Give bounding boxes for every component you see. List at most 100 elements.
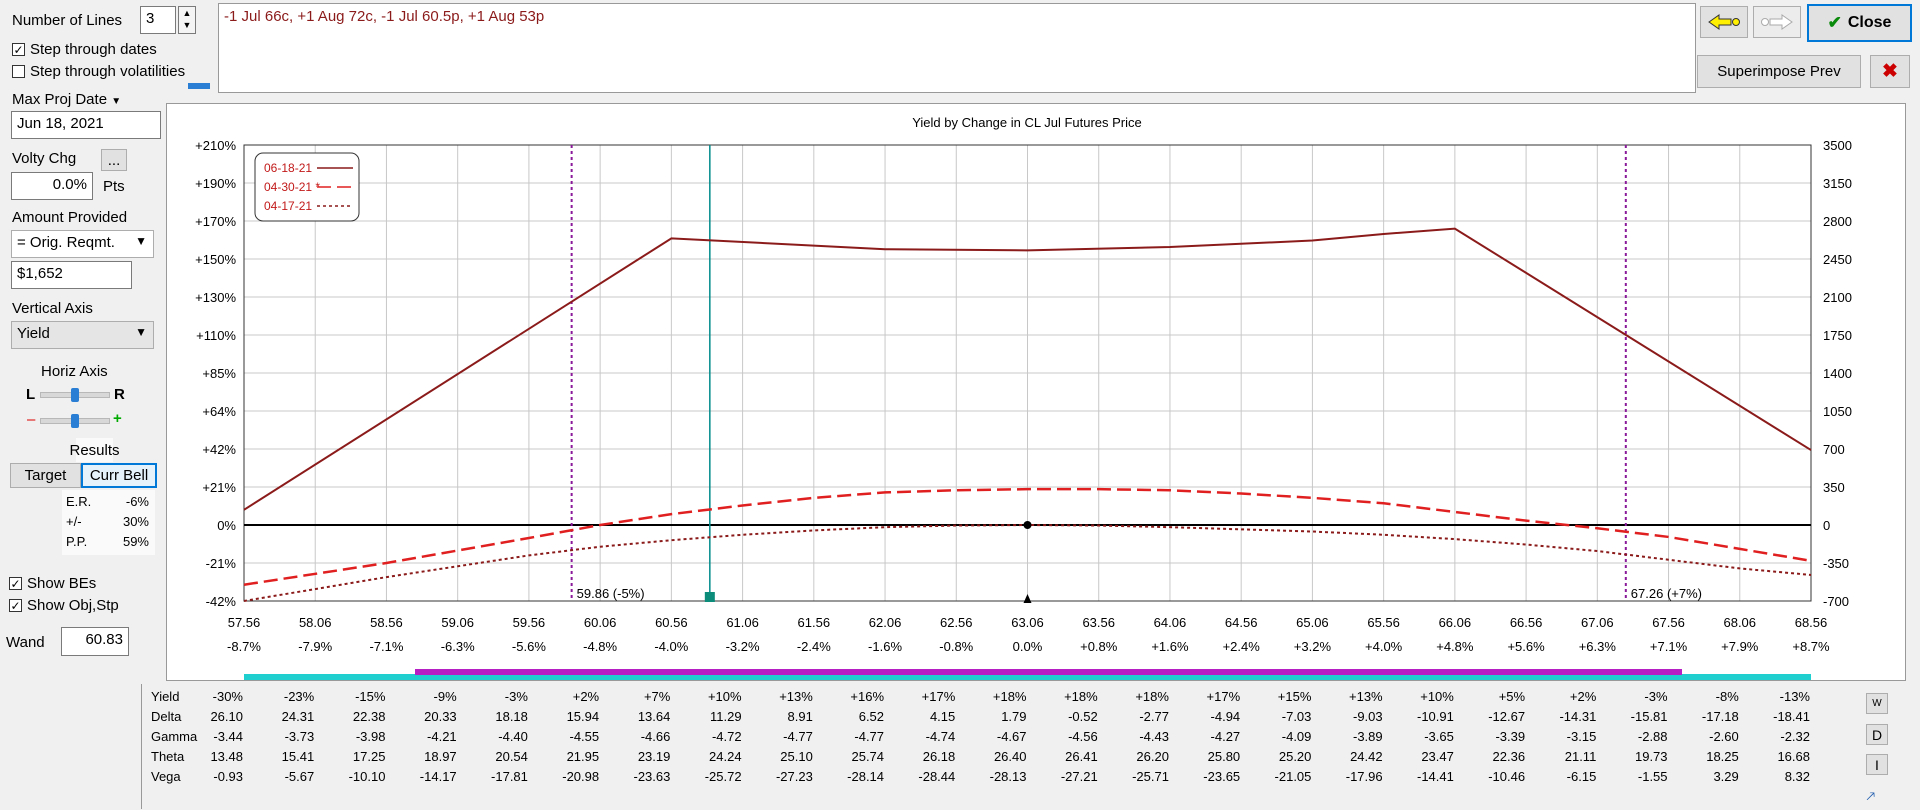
wand-marker bbox=[704, 592, 715, 602]
greeks-cell: -9.03 bbox=[1352, 709, 1383, 724]
step-vols-checkbox[interactable]: Step through volatilities bbox=[12, 63, 185, 80]
greeks-cell: 6.52 bbox=[858, 709, 885, 724]
horiz-axis-label: Horiz Axis bbox=[41, 363, 108, 380]
x-tick-label: 68.56 bbox=[1795, 615, 1828, 630]
greeks-cell: +2% bbox=[1569, 689, 1597, 704]
number-of-lines-input[interactable]: 3 bbox=[140, 6, 176, 34]
greeks-cell: -17.81 bbox=[491, 769, 528, 784]
greeks-cell: -2.60 bbox=[1709, 729, 1739, 744]
current-price-marker bbox=[1023, 594, 1032, 603]
y-right-tick-label: 1750 bbox=[1823, 328, 1852, 343]
x-tick-label: 63.06 bbox=[1011, 615, 1044, 630]
greeks-cell: 8.32 bbox=[1784, 769, 1810, 784]
strategy-textarea[interactable]: -1 Jul 66c, +1 Aug 72c, -1 Jul 60.5p, +1… bbox=[218, 3, 1696, 93]
wand-label: Wand bbox=[6, 634, 45, 651]
greeks-cell: -4.55 bbox=[569, 729, 600, 744]
max-proj-date-input[interactable]: Jun 18, 2021 bbox=[11, 111, 161, 139]
chart-title: Yield by Change in CL Jul Futures Price bbox=[912, 115, 1142, 130]
y-left-tick-label: +21% bbox=[202, 480, 236, 495]
x-pct-tick-label: +4.0% bbox=[1365, 639, 1403, 654]
greeks-cell: 13.64 bbox=[637, 709, 671, 724]
x-pct-tick-label: -1.6% bbox=[868, 639, 902, 654]
x-pct-tick-label: -2.4% bbox=[797, 639, 831, 654]
x-tick-label: 68.06 bbox=[1723, 615, 1756, 630]
greeks-cell: 19.73 bbox=[1634, 749, 1668, 764]
table-i-button[interactable]: I bbox=[1866, 754, 1888, 775]
x-pct-tick-label: -5.6% bbox=[512, 639, 546, 654]
small-slider-indicator[interactable] bbox=[188, 83, 210, 89]
greeks-cell: -28.13 bbox=[989, 769, 1027, 784]
curr-bell-button[interactable]: Curr Bell bbox=[81, 463, 157, 488]
horiz-zoom-slider[interactable] bbox=[40, 414, 110, 428]
greeks-cell: -3% bbox=[504, 689, 528, 704]
checkbox-unchecked-icon bbox=[12, 65, 25, 78]
greeks-cell: 26.40 bbox=[993, 749, 1027, 764]
horiz-l-label: L bbox=[26, 386, 36, 403]
chart-panel[interactable]: Yield by Change in CL Jul Futures Price 5… bbox=[166, 103, 1906, 681]
y-left-tick-label: -21% bbox=[206, 556, 237, 571]
step-dates-checkbox[interactable]: ✓ Step through dates bbox=[12, 41, 157, 58]
greeks-cell: -4.09 bbox=[1281, 729, 1312, 744]
x-pct-tick-label: +0.8% bbox=[1080, 639, 1118, 654]
table-d-button[interactable]: D bbox=[1866, 724, 1888, 745]
delete-x-button[interactable]: ✖ bbox=[1870, 55, 1910, 88]
amount-value-input[interactable]: $1,652 bbox=[11, 261, 132, 289]
greeks-cell: -10.91 bbox=[1416, 709, 1454, 724]
greeks-cell: -4.67 bbox=[996, 729, 1027, 744]
y-left-tick-label: -42% bbox=[206, 594, 237, 609]
amount-provided-select[interactable]: = Orig. Reqmt. ▼ bbox=[11, 230, 154, 258]
y-left-tick-label: 0% bbox=[217, 518, 236, 533]
greeks-cell: -4.40 bbox=[498, 729, 528, 744]
legend-box bbox=[254, 152, 360, 222]
greeks-cell: 18.18 bbox=[495, 709, 528, 724]
spin-up-icon[interactable]: ▲ bbox=[182, 8, 192, 18]
greeks-cell: 25.74 bbox=[851, 749, 885, 764]
spin-down-icon[interactable]: ▼ bbox=[182, 20, 192, 30]
slider-thumb[interactable] bbox=[71, 388, 79, 402]
result-pm-value: 30% bbox=[122, 514, 149, 529]
greeks-cell: -21.05 bbox=[1274, 769, 1312, 784]
greeks-cell: 15.94 bbox=[566, 709, 600, 724]
x-tick-label: 61.06 bbox=[726, 615, 759, 630]
greeks-cell: 22.36 bbox=[1492, 749, 1526, 764]
vertical-axis-select[interactable]: Yield ▼ bbox=[11, 321, 154, 349]
export-icon[interactable]: 🡕 bbox=[1866, 788, 1876, 804]
volty-chg-input[interactable]: 0.0% bbox=[11, 172, 93, 200]
horiz-minus-label: – bbox=[27, 411, 36, 428]
y-left-tick-label: +85% bbox=[202, 366, 236, 381]
show-bes-checkbox[interactable]: ✓ Show BEs bbox=[9, 575, 97, 592]
volty-ellipsis-button[interactable]: ... bbox=[101, 149, 127, 171]
x-pct-tick-label: -8.7% bbox=[227, 639, 261, 654]
superimpose-prev-button[interactable]: Superimpose Prev bbox=[1697, 55, 1861, 88]
y-right-tick-label: -350 bbox=[1823, 556, 1849, 571]
result-pp-value: 59% bbox=[122, 534, 149, 549]
result-pp-key: P.P. bbox=[66, 534, 88, 549]
x-tick-label: 65.56 bbox=[1367, 615, 1400, 630]
greeks-cell: -8% bbox=[1715, 689, 1739, 704]
greeks-cell: 26.10 bbox=[210, 709, 243, 724]
greeks-row-label: Delta bbox=[151, 709, 182, 724]
y-left-tick-label: +130% bbox=[195, 290, 236, 305]
number-of-lines-spinner[interactable]: ▲ ▼ bbox=[178, 6, 196, 34]
greeks-cell: -4.77 bbox=[854, 729, 885, 744]
y-right-tick-label: 350 bbox=[1823, 480, 1845, 495]
greeks-cell: -5.67 bbox=[284, 769, 315, 784]
wand-input[interactable]: 60.83 bbox=[61, 627, 129, 656]
x-tick-label: 64.06 bbox=[1154, 615, 1187, 630]
target-button[interactable]: Target bbox=[10, 463, 81, 488]
forward-arrow-button[interactable] bbox=[1753, 6, 1801, 38]
slider-thumb[interactable] bbox=[71, 414, 79, 428]
table-w-button[interactable]: W bbox=[1866, 693, 1888, 714]
greeks-cell: 21.95 bbox=[566, 749, 600, 764]
max-proj-date-label[interactable]: Max Proj Date ▼ bbox=[12, 91, 122, 108]
show-obj-checkbox[interactable]: ✓ Show Obj,Stp bbox=[9, 597, 119, 614]
x-pct-tick-label: -4.8% bbox=[583, 639, 617, 654]
greeks-cell: -1.55 bbox=[1637, 769, 1668, 784]
back-arrow-button[interactable] bbox=[1700, 6, 1748, 38]
greeks-cell: +7% bbox=[643, 689, 671, 704]
close-button[interactable]: ✔ Close bbox=[1807, 4, 1912, 42]
y-right-tick-label: 0 bbox=[1823, 518, 1830, 533]
greeks-cell: 24.24 bbox=[709, 749, 742, 764]
yield-chart[interactable]: Yield by Change in CL Jul Futures Price 5… bbox=[167, 104, 1907, 682]
horiz-lr-slider[interactable] bbox=[40, 388, 110, 402]
